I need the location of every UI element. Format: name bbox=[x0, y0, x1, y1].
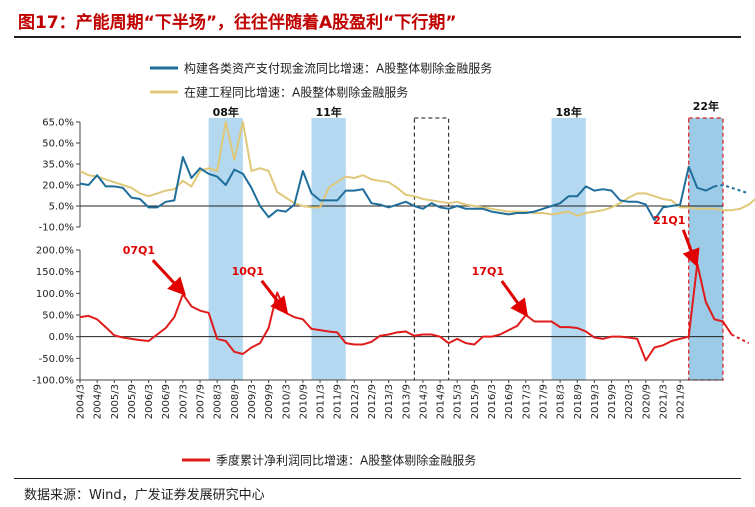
x-tick-label: 2019/9 bbox=[607, 384, 618, 419]
shading-layer: 08年 11年 18年 22年 bbox=[208, 99, 724, 381]
x-tick-label: 2012/3 bbox=[350, 384, 361, 419]
series-forecast-profit bbox=[731, 333, 750, 345]
x-tick-label: 2008/3 bbox=[213, 384, 224, 419]
y-tick-label: -50.0% bbox=[39, 354, 74, 365]
annotation-label: 07Q1 bbox=[123, 244, 155, 257]
annotation-label: 17Q1 bbox=[472, 265, 504, 278]
x-tick-label: 2008/9 bbox=[230, 384, 241, 419]
series-line-profit bbox=[79, 262, 733, 362]
series-line-construction bbox=[79, 121, 755, 217]
shaded-period-label: 22年 bbox=[693, 99, 719, 113]
x-tick-label: 2020/9 bbox=[641, 384, 652, 419]
x-tick-label: 2012/9 bbox=[367, 384, 378, 419]
x-tick-label: 2018/9 bbox=[573, 384, 584, 419]
axes-layer: 65.0% 50.0% 35.0% 20.0% 5.0% -10.0% 200.0% 150.… bbox=[32, 118, 723, 419]
x-tick-label: 2010/3 bbox=[281, 384, 292, 419]
y-tick-label: 35.0% bbox=[42, 160, 74, 171]
x-tick-label: 2015/3 bbox=[453, 384, 464, 419]
shaded-period-label: 11年 bbox=[315, 105, 341, 119]
x-tick-label: 2004/3 bbox=[76, 384, 87, 419]
x-tick-label: 2017/9 bbox=[538, 384, 549, 419]
annotation-arrow bbox=[260, 279, 289, 315]
x-tick-label: 2013/3 bbox=[384, 384, 395, 419]
legend-profit-label: 季度累计净利润同比增速：A股整体剔除金融服务 bbox=[216, 453, 476, 468]
x-tick-label: 2006/3 bbox=[144, 384, 155, 419]
x-tick-label: 2016/9 bbox=[504, 384, 515, 419]
y-tick-label: 5.0% bbox=[49, 202, 74, 213]
x-tick-label: 2013/9 bbox=[401, 384, 412, 419]
y-tick-label: 100.0% bbox=[36, 289, 74, 300]
x-tick-label: 2018/3 bbox=[556, 384, 567, 419]
shaded-period-3 bbox=[551, 118, 586, 380]
shaded-period-label: 18年 bbox=[556, 105, 582, 119]
x-tick-label: 2007/9 bbox=[196, 384, 207, 419]
annotation-label: 21Q1 bbox=[653, 214, 685, 227]
annotation-layer: 07Q1 10Q1 17Q1 21Q1 bbox=[123, 214, 700, 318]
y-tick-label: 50.0% bbox=[42, 139, 74, 150]
x-tick-label: 2021/9 bbox=[676, 384, 687, 419]
y-tick-label: 50.0% bbox=[42, 311, 74, 322]
x-tick-label: 2006/9 bbox=[161, 384, 172, 419]
shaded-period-label: 08年 bbox=[213, 105, 239, 119]
x-tick-label: 2020/3 bbox=[624, 384, 635, 419]
y-tick-label: 65.0% bbox=[42, 118, 74, 129]
y-tick-label: -100.0% bbox=[32, 376, 74, 387]
annotation-label: 10Q1 bbox=[232, 265, 264, 278]
y-tick-label: 200.0% bbox=[36, 246, 74, 257]
legend-construction-label: 在建工程同比增速：A股整体剔除金融服务 bbox=[184, 85, 408, 100]
shaded-period-4 bbox=[688, 118, 723, 380]
series-line-capex bbox=[79, 156, 715, 221]
legend-capex-label: 构建各类资产支付现金流同比增速：A股整体剔除金融服务 bbox=[184, 61, 492, 76]
y-tick-label: 150.0% bbox=[36, 267, 74, 278]
source-rule bbox=[14, 478, 741, 479]
x-tick-label: 2016/3 bbox=[487, 384, 498, 419]
forecast-box-2022 bbox=[688, 117, 724, 381]
shaded-period-2 bbox=[311, 118, 346, 380]
x-tick-label: 2005/9 bbox=[127, 384, 138, 419]
annotation-arrow bbox=[151, 259, 187, 296]
x-tick-label: 2021/3 bbox=[658, 384, 669, 419]
figure-title: 图17：产能周期“下半场”，往往伴随着A股盈利“下行期” bbox=[18, 13, 457, 33]
title-rule bbox=[14, 36, 741, 38]
x-tick-label: 2014/3 bbox=[418, 384, 429, 419]
dashed-box-2014 bbox=[413, 117, 450, 381]
series-layer bbox=[79, 121, 755, 362]
x-tick-label: 2015/9 bbox=[470, 384, 481, 419]
x-tick-label: 2011/9 bbox=[333, 384, 344, 419]
x-tick-label: 2004/9 bbox=[93, 384, 104, 419]
y-tick-label: 0.0% bbox=[49, 332, 74, 343]
annotation-arrow bbox=[500, 280, 529, 318]
y-tick-label: 20.0% bbox=[42, 181, 74, 192]
y-tick-label: -10.0% bbox=[39, 223, 74, 234]
x-tick-label: 2011/3 bbox=[316, 384, 327, 419]
x-tick-label: 2010/9 bbox=[298, 384, 309, 419]
x-tick-label: 2019/3 bbox=[590, 384, 601, 419]
legend-layer: 构建各类资产支付现金流同比增速：A股整体剔除金融服务在建工程同比增速：A股整体剔… bbox=[150, 61, 492, 468]
annotation-arrow bbox=[681, 229, 700, 268]
x-tick-label: 2014/9 bbox=[436, 384, 447, 419]
x-tick-label: 2009/9 bbox=[264, 384, 275, 419]
x-tick-label: 2007/3 bbox=[178, 384, 189, 419]
x-tick-label: 2009/3 bbox=[247, 384, 258, 419]
x-tick-label: 2017/3 bbox=[521, 384, 532, 419]
source-note: 数据来源：Wind，广发证券发展研究中心 bbox=[24, 488, 265, 503]
x-tick-label: 2005/3 bbox=[110, 384, 121, 419]
